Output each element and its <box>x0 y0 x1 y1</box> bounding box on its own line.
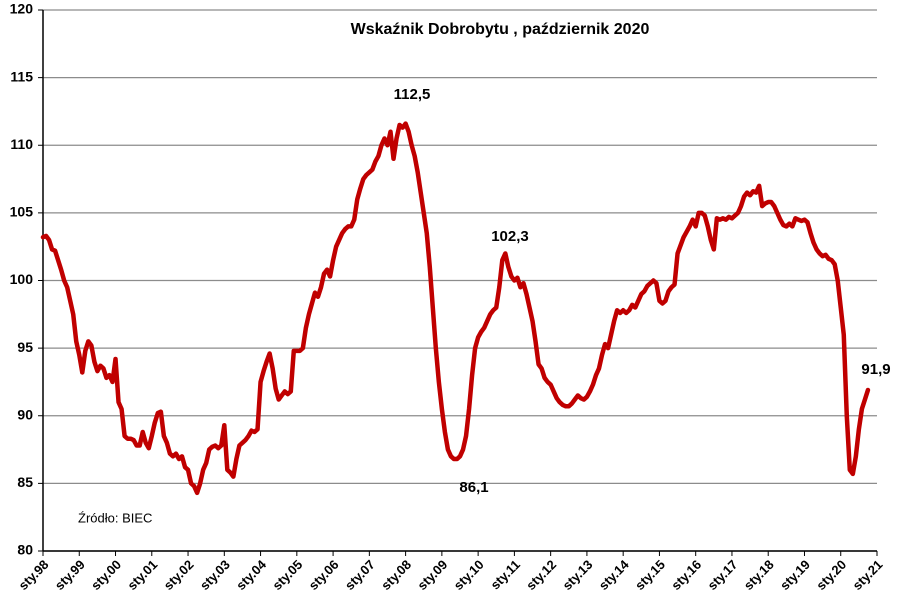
y-tick-label: 100 <box>10 271 34 287</box>
chart-title: Wskaźnik Dobrobytu , październik 2020 <box>351 21 650 38</box>
y-tick-label: 120 <box>10 1 34 17</box>
y-tick-label: 90 <box>17 406 33 422</box>
y-tick-label: 95 <box>17 339 33 355</box>
y-tick-label: 115 <box>10 68 33 84</box>
annotation: 91,9 <box>861 361 890 378</box>
annotation: 86,1 <box>459 479 488 496</box>
annotation: 102,3 <box>491 228 529 245</box>
annotation: 112,5 <box>394 86 431 103</box>
y-tick-label: 105 <box>10 204 34 220</box>
y-tick-label: 80 <box>17 542 33 558</box>
source-note: Źródło: BIEC <box>78 510 152 525</box>
y-tick-label: 110 <box>10 136 33 152</box>
y-tick-label: 85 <box>17 474 33 490</box>
data-line <box>40 121 871 496</box>
